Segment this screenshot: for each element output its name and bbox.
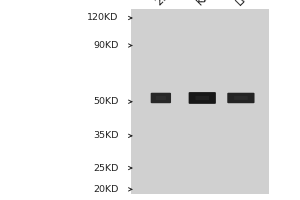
Text: Kidney: Kidney <box>195 0 229 7</box>
FancyBboxPatch shape <box>156 96 166 100</box>
Text: 90KD: 90KD <box>93 41 118 50</box>
Text: 293: 293 <box>154 0 176 7</box>
Bar <box>130 9 268 194</box>
FancyBboxPatch shape <box>151 93 171 103</box>
FancyBboxPatch shape <box>189 92 216 104</box>
Text: 20KD: 20KD <box>93 185 118 194</box>
FancyBboxPatch shape <box>234 96 248 100</box>
Text: 50KD: 50KD <box>93 97 118 106</box>
Text: 120KD: 120KD <box>87 13 119 22</box>
FancyBboxPatch shape <box>227 93 254 103</box>
Text: 35KD: 35KD <box>93 131 118 140</box>
Text: 25KD: 25KD <box>93 164 118 173</box>
FancyBboxPatch shape <box>196 96 209 100</box>
Text: Liver: Liver <box>234 0 260 7</box>
